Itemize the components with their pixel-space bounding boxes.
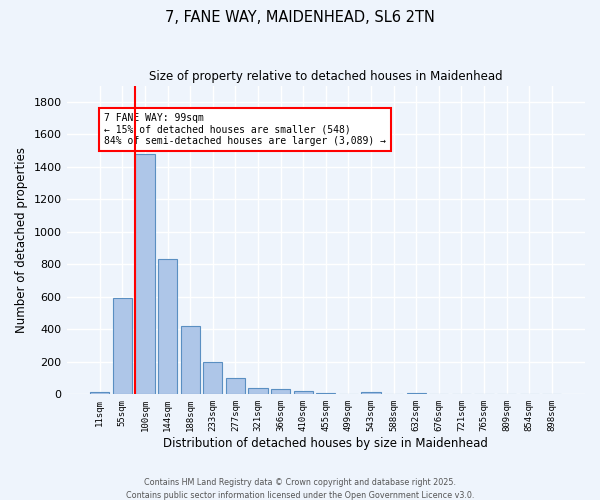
Bar: [136, 154, 155, 394]
Bar: [181, 326, 200, 394]
Bar: [158, 260, 177, 394]
Bar: [271, 390, 290, 394]
Bar: [361, 392, 380, 394]
Text: Contains HM Land Registry data © Crown copyright and database right 2025.
Contai: Contains HM Land Registry data © Crown c…: [126, 478, 474, 500]
Y-axis label: Number of detached properties: Number of detached properties: [15, 147, 28, 333]
Bar: [90, 392, 109, 394]
Bar: [316, 392, 335, 394]
Bar: [226, 378, 245, 394]
Title: Size of property relative to detached houses in Maidenhead: Size of property relative to detached ho…: [149, 70, 503, 83]
Bar: [113, 298, 132, 394]
Bar: [248, 388, 268, 394]
X-axis label: Distribution of detached houses by size in Maidenhead: Distribution of detached houses by size …: [163, 437, 488, 450]
Bar: [293, 391, 313, 394]
Text: 7 FANE WAY: 99sqm
← 15% of detached houses are smaller (548)
84% of semi-detache: 7 FANE WAY: 99sqm ← 15% of detached hous…: [104, 113, 386, 146]
Bar: [407, 392, 426, 394]
Text: 7, FANE WAY, MAIDENHEAD, SL6 2TN: 7, FANE WAY, MAIDENHEAD, SL6 2TN: [165, 10, 435, 25]
Bar: [203, 362, 223, 394]
